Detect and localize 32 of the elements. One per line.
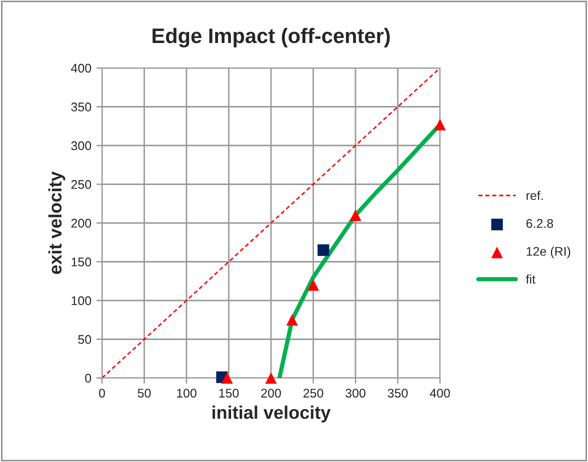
point	[350, 209, 362, 222]
x-tick-label: 300	[346, 388, 366, 398]
y-tick-label: 350	[71, 102, 92, 112]
x-tick-label: 50	[138, 388, 151, 398]
y-tick-label: 50	[78, 335, 92, 344]
point	[221, 372, 233, 384]
y-tick-label: 250	[71, 180, 92, 189]
x-tick-label: 200	[261, 388, 281, 398]
chart-title: Edge Impact (off-center)	[152, 28, 390, 48]
y-tick-label: 200	[71, 218, 92, 228]
legend-label: 12e (RI)	[526, 246, 570, 258]
y-tick-label: 300	[71, 141, 92, 150]
legend-label: 6.2.8	[526, 219, 554, 228]
y-axis-title: exit velocity	[48, 171, 66, 274]
point	[318, 244, 330, 256]
point	[434, 118, 446, 130]
point	[307, 279, 320, 291]
x-tick-label: 400	[430, 388, 450, 398]
y-tick-label: 100	[72, 296, 92, 306]
x-tick-label: 0	[99, 388, 105, 398]
x-tick-label: 250	[303, 388, 324, 398]
point	[265, 372, 277, 384]
x-tick-label: 100	[177, 388, 196, 398]
x-tick-label: 150	[219, 388, 239, 398]
y-tick-label: 400	[71, 64, 92, 73]
y-tick-label: 0	[85, 374, 92, 383]
legend-label: fit	[526, 274, 536, 284]
x-tick-label: 350	[388, 388, 408, 398]
legend-label: ref.	[526, 190, 543, 200]
x-axis-title: initial velocity	[212, 406, 331, 422]
point	[286, 314, 298, 326]
y-tick-label: 150	[72, 258, 92, 266]
